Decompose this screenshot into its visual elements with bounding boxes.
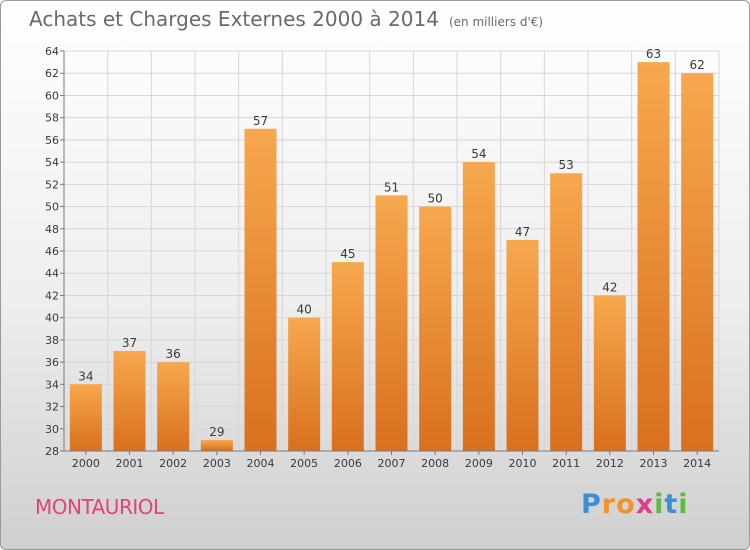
x-tick-label: 2003 xyxy=(203,457,231,470)
bar-value-label: 57 xyxy=(253,114,268,128)
bar-value-label: 45 xyxy=(340,247,355,261)
bar-value-label: 40 xyxy=(297,303,312,317)
x-tick-label: 2012 xyxy=(596,457,624,470)
x-tick-label: 2004 xyxy=(247,457,275,470)
x-tick-label: 2000 xyxy=(72,457,100,470)
bar xyxy=(244,128,277,451)
x-tick-label: 2005 xyxy=(290,457,318,470)
bar xyxy=(69,384,102,451)
bar-value-label: 47 xyxy=(515,225,530,239)
x-tick-label: 2011 xyxy=(552,457,580,470)
bar xyxy=(593,295,626,451)
bar xyxy=(113,351,146,451)
logo-letter: i xyxy=(678,489,689,520)
bar-value-label: 50 xyxy=(428,192,443,206)
x-tick-label: 2014 xyxy=(683,457,711,470)
logo-letter: t xyxy=(664,489,679,520)
bar-value-label: 37 xyxy=(122,336,137,350)
y-tick-label: 40 xyxy=(45,312,59,325)
proxiti-logo: Proxiti xyxy=(581,489,689,520)
x-tick-label: 2002 xyxy=(159,457,187,470)
y-tick-label: 38 xyxy=(45,334,59,347)
bar xyxy=(375,195,408,451)
y-tick-label: 62 xyxy=(45,67,59,80)
bar xyxy=(331,262,364,451)
bar-value-label: 62 xyxy=(690,58,705,72)
logo-letter: x xyxy=(635,489,655,520)
y-tick-label: 32 xyxy=(45,401,59,414)
bar-value-label: 34 xyxy=(78,369,93,383)
x-tick-label: 2001 xyxy=(116,457,144,470)
bar xyxy=(157,362,190,451)
y-tick-label: 54 xyxy=(45,156,59,169)
y-tick-label: 42 xyxy=(45,289,59,302)
bar-value-label: 51 xyxy=(384,180,399,194)
chart-title: Achats et Charges Externes 2000 à 2014 (e… xyxy=(29,7,543,31)
bar xyxy=(200,439,233,451)
town-name: MONTAURIOL xyxy=(35,495,164,519)
logo-letter: P xyxy=(581,489,602,520)
y-tick-label: 52 xyxy=(45,178,59,191)
bar xyxy=(462,162,495,451)
y-tick-label: 36 xyxy=(45,356,59,369)
y-tick-label: 56 xyxy=(45,134,59,147)
y-tick-label: 50 xyxy=(45,201,59,214)
x-tick-label: 2013 xyxy=(640,457,668,470)
bar-value-label: 63 xyxy=(646,47,661,61)
bar xyxy=(681,73,714,451)
chart-unit: (en milliers d'€) xyxy=(448,15,544,29)
x-tick-label: 2010 xyxy=(509,457,537,470)
y-tick-label: 44 xyxy=(45,267,59,280)
y-tick-label: 64 xyxy=(45,45,59,58)
y-tick-label: 46 xyxy=(45,245,59,258)
y-tick-label: 30 xyxy=(45,423,59,436)
bar xyxy=(288,317,321,451)
x-tick-label: 2006 xyxy=(334,457,362,470)
y-tick-label: 48 xyxy=(45,223,59,236)
y-tick-label: 58 xyxy=(45,112,59,125)
x-tick-label: 2009 xyxy=(465,457,493,470)
bar-value-label: 54 xyxy=(471,147,486,161)
logo-letter: r xyxy=(601,489,617,520)
y-tick-label: 28 xyxy=(45,445,59,458)
y-tick-label: 60 xyxy=(45,89,59,102)
chart-title-text: Achats et Charges Externes 2000 à 2014 xyxy=(29,7,439,31)
bar-value-label: 53 xyxy=(559,158,574,172)
bar xyxy=(637,62,670,451)
bar xyxy=(550,173,583,451)
x-tick-label: 2008 xyxy=(421,457,449,470)
bar-value-label: 29 xyxy=(209,425,224,439)
logo-letter: o xyxy=(616,489,636,520)
logo-letter: i xyxy=(654,489,665,520)
bar-value-label: 42 xyxy=(602,280,617,294)
bar xyxy=(506,239,539,451)
bar-value-label: 36 xyxy=(166,347,181,361)
x-tick-label: 2007 xyxy=(378,457,406,470)
bar xyxy=(419,206,452,451)
y-tick-label: 34 xyxy=(45,378,59,391)
